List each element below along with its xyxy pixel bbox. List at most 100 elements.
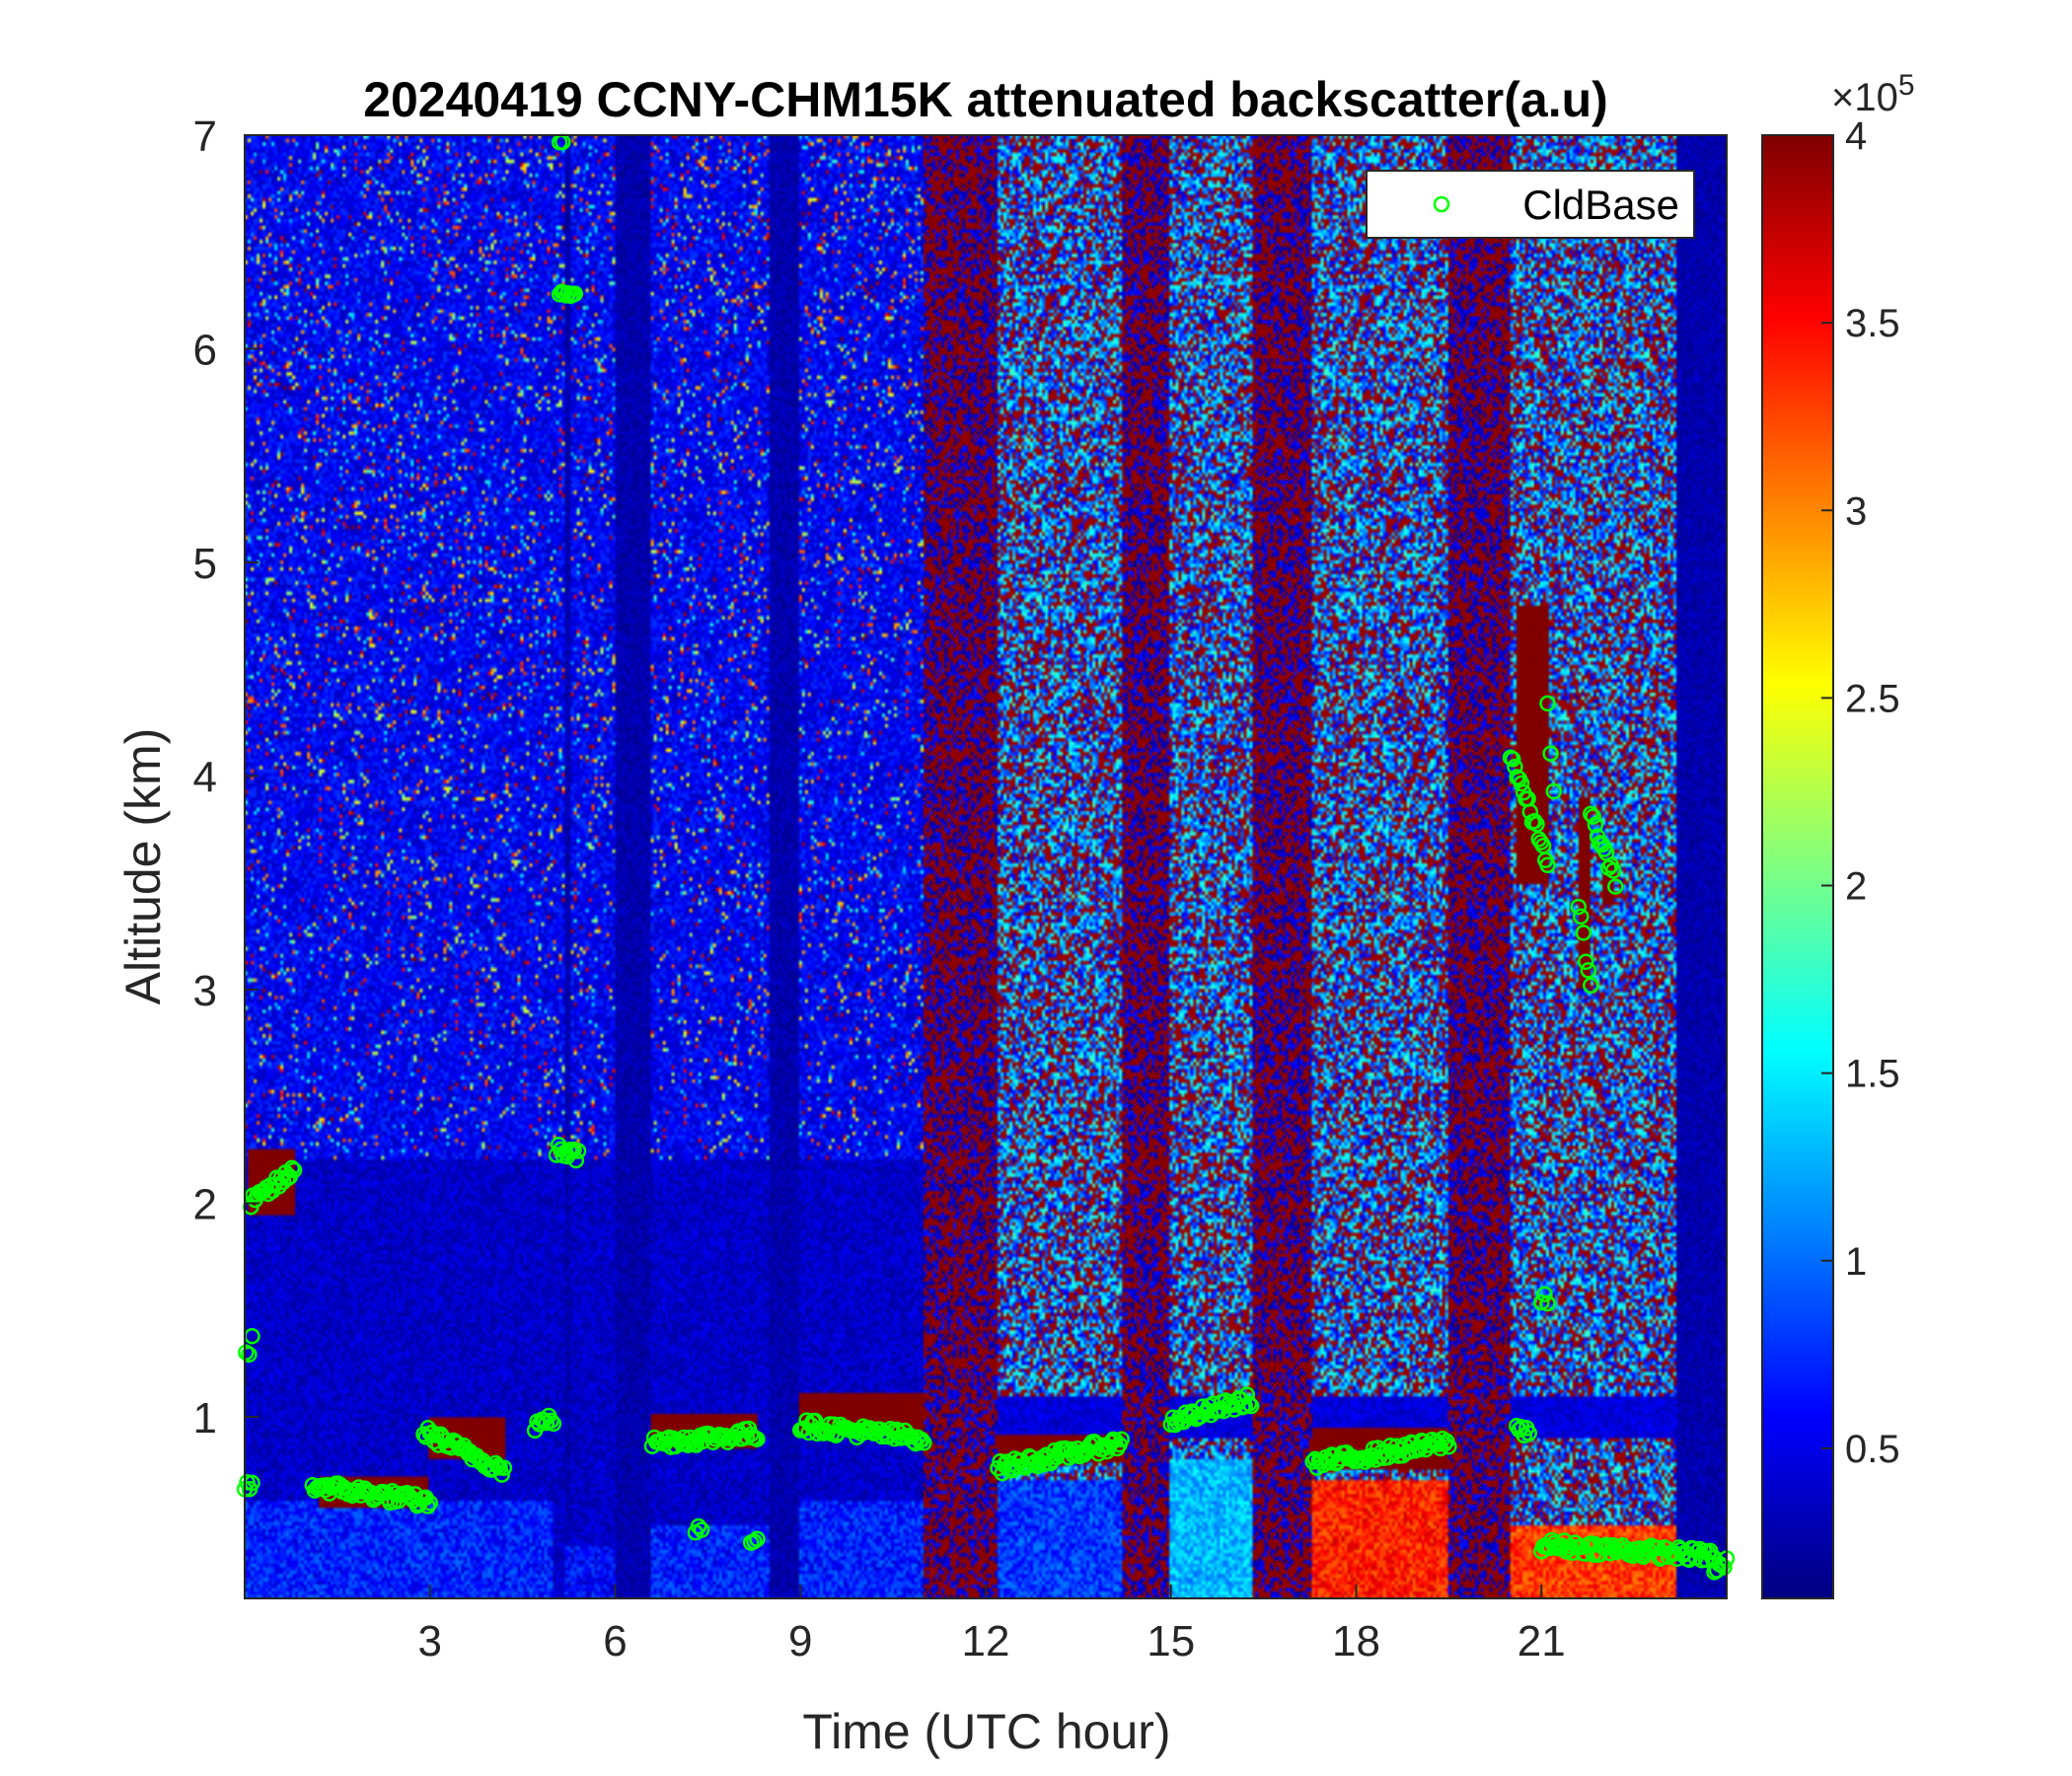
cloud-base-segment [526,1407,562,1440]
cloud-base-point [798,1412,815,1429]
cloud-base-point [1242,1397,1260,1415]
cloud-base-point [1604,862,1622,879]
cloud-base-point [905,1433,923,1450]
cloud-base-point [1441,1438,1457,1455]
cloud-base-segment [1508,1418,1537,1444]
colorbar-ticks: 0.5 1 1.5 2 2.5 3 3.5 4 [1821,114,1900,1471]
cloud-base-point [1526,813,1543,830]
colorbar-exponent-power: 5 [1898,69,1915,102]
cloud-base-segment [687,1517,710,1541]
cloud-base-point [749,1530,766,1548]
colorbar-tick-label: 1 [1845,1240,1867,1284]
y-tick-label: 2 [193,1180,217,1228]
chart-title: 20240419 CCNY-CHM15K attenuated backscat… [363,72,1608,127]
cloud-base-segment [1583,805,1624,895]
x-tick-label: 6 [603,1617,627,1665]
cloud-base-segment [1533,1286,1556,1312]
cloud-base-segment [1162,1386,1260,1434]
y-tick-label: 4 [193,753,217,801]
y-tick-label: 6 [193,326,217,374]
cloud-base-point [1607,878,1624,895]
cloud-base-point [1539,1295,1556,1312]
cloud-base-point [1513,775,1530,792]
colorbar-tick-label: 2.5 [1845,677,1900,720]
cloud-base-point [1107,1432,1124,1448]
cloud-base-point [566,285,584,303]
x-tick-label: 18 [1332,1617,1380,1665]
cloud-base-point [690,1517,707,1535]
cloud-base-point [421,1494,439,1512]
cloud-base-point [1113,1431,1130,1447]
cloud-base-point [1240,1395,1258,1412]
cloud-base-point [1573,908,1590,925]
y-axis: 1 2 3 4 5 6 7 [193,112,259,1443]
cloud-base-point [679,1437,697,1453]
x-tick-label: 12 [962,1617,1010,1665]
cloud-base-point [1545,782,1563,800]
legend: CldBase [1366,170,1695,239]
cloud-base-segment [1502,749,1556,874]
cloud-base-segment [548,1137,587,1169]
cloud-base-point [1536,1286,1553,1302]
cloud-base-point [1528,816,1545,833]
cloud-base-segment [742,1530,766,1551]
cloud-base-point [563,1144,580,1160]
cloud-base-point [543,1412,559,1430]
colorbar-tick-label: 1.5 [1845,1053,1900,1096]
cloud-base-segment [415,1420,513,1483]
cloud-base-segment [643,1420,766,1455]
cloud-base-point [1575,925,1592,941]
cloud-base-point [545,1415,562,1433]
colorbar: 0.5 1 1.5 2 2.5 3 3.5 4 ×105 [1761,69,1915,1599]
legend-marker [1433,195,1450,213]
cloud-base-point [914,1432,930,1448]
cloud-base-point [693,1521,710,1538]
colorbar-tick-label: 3 [1845,489,1867,533]
cloud-base-point [567,1151,585,1169]
legend-entry-cldbase: CldBase [1522,182,1679,228]
x-tick-label: 15 [1147,1617,1195,1665]
cloud-base-segment [243,1159,303,1216]
cloud-base-point [1583,977,1599,995]
y-tick-label: 7 [193,112,217,161]
cloud-base-point [1578,953,1594,971]
legend-box [1366,170,1695,239]
cloud-base-segment [1539,695,1563,800]
cloud-base-point [1533,1294,1550,1311]
cloud-base-segment [1570,898,1599,995]
colorbar-exponent: ×105 [1831,69,1915,119]
cloud-base-point [1570,898,1588,916]
cloud-base-point [493,1466,510,1483]
cloud-base-point [749,1431,766,1447]
cloud-base-point [270,1178,287,1195]
colorbar-exponent-base: ×10 [1831,76,1898,119]
cloud-base-segment [304,1475,439,1515]
cloud-base-point [1521,803,1539,821]
x-tick-label: 3 [418,1617,442,1665]
cloud-base-point [1542,745,1559,762]
backscatter-heatmap [245,135,1727,1598]
cloud-base-point [1587,816,1604,834]
cloud-base-point [1539,856,1556,874]
cloud-base-point [285,1161,303,1179]
y-tick-label: 5 [193,540,217,588]
x-tick-label: 9 [788,1617,812,1665]
colorbar-tick-label: 3.5 [1845,302,1900,345]
cloud-base-segment [990,1431,1130,1482]
cloud-base-point [241,1346,258,1364]
cloud-base-point [746,1532,763,1550]
cloud-base-segment [1533,1531,1723,1569]
colorbar-tick-label: 4 [1845,114,1867,158]
cloud-base-point [1585,808,1601,825]
cloud-base-point [1400,1443,1418,1460]
y-tick-label: 3 [193,967,217,1015]
cloud-base-point [1504,751,1521,768]
cloud-base-point [495,1459,513,1476]
cloud-base-point [1520,1425,1537,1442]
data-marks [236,133,1736,1581]
cloud-base-point [1716,1559,1733,1576]
cloud-base-point [1539,695,1556,712]
x-tick-label: 21 [1517,1617,1566,1665]
cloud-base-segment [238,1327,260,1364]
cloud-base-point [1689,1543,1706,1560]
